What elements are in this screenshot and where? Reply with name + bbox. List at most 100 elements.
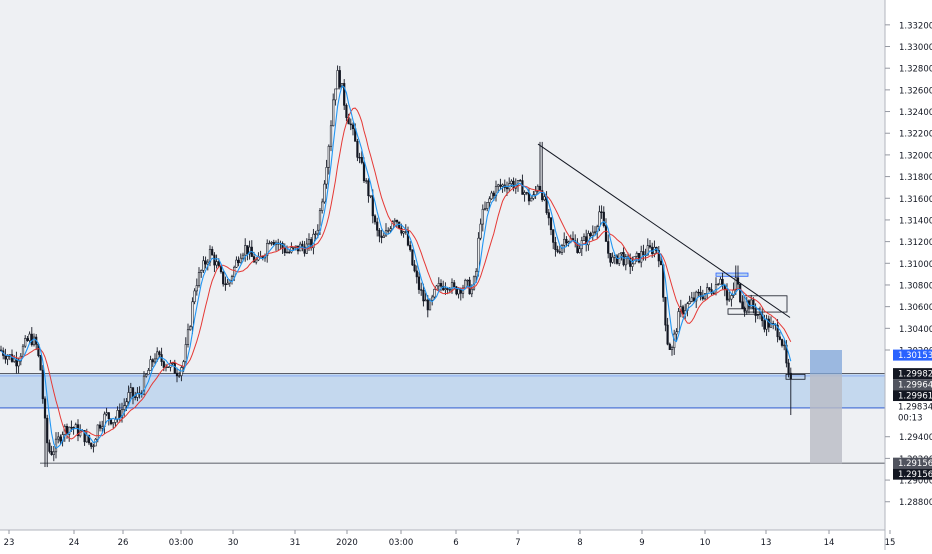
- y-tick-label: 1.30600: [899, 303, 932, 313]
- price-label-box: [893, 349, 932, 361]
- candle-body: [763, 320, 766, 330]
- candle-body: [180, 367, 183, 376]
- candle-body: [70, 426, 73, 429]
- candle-body: [787, 362, 790, 374]
- candle-body: [85, 434, 88, 443]
- candle-body: [424, 299, 427, 302]
- candle-body: [398, 221, 401, 229]
- candle-body: [631, 263, 634, 267]
- x-tick-label: 26: [118, 538, 129, 548]
- x-tick-label: 7: [515, 538, 520, 548]
- plot-area[interactable]: [0, 0, 885, 530]
- candle-body: [437, 283, 440, 287]
- candle-body: [530, 198, 533, 202]
- candle-body: [567, 241, 570, 244]
- candle-body: [327, 145, 330, 168]
- candle-body: [703, 293, 707, 300]
- candle-body: [417, 276, 421, 290]
- candle-body: [334, 88, 337, 101]
- candle-body: [338, 70, 341, 88]
- y-tick-label: 1.33200: [899, 21, 932, 31]
- y-tick-label: 1.32400: [899, 108, 932, 118]
- candle-body: [664, 297, 667, 326]
- candle-body: [98, 424, 102, 429]
- x-tick-label: 23: [4, 538, 15, 548]
- candle-body: [235, 259, 238, 268]
- candle-body: [717, 283, 720, 286]
- candle-body: [699, 291, 702, 297]
- candle-body: [646, 245, 649, 256]
- candle-body: [692, 297, 696, 302]
- candle-body: [541, 190, 544, 201]
- candle-body: [96, 424, 99, 440]
- candle-body: [101, 426, 104, 429]
- candle-body: [789, 372, 792, 380]
- candle-body: [195, 285, 198, 292]
- candle-body: [325, 167, 328, 185]
- moving-average-fast: [0, 85, 792, 449]
- x-tick-label: 14: [824, 538, 835, 548]
- price-label: 1.29156: [898, 459, 932, 469]
- candle-body: [90, 442, 93, 447]
- candle-body: [13, 358, 16, 362]
- price-label: 00:13: [898, 414, 923, 424]
- y-tick-label: 1.32200: [899, 130, 932, 140]
- candle-body: [635, 252, 638, 257]
- candle-body: [475, 270, 478, 278]
- candle-body: [215, 261, 218, 266]
- candle-body: [266, 243, 269, 256]
- position-target-zone: [810, 350, 842, 375]
- candle-body: [230, 276, 234, 281]
- candle-body: [219, 265, 223, 273]
- candle-body: [637, 252, 641, 263]
- candle-body: [428, 300, 432, 311]
- candle-body: [516, 180, 520, 186]
- candle-body: [312, 233, 315, 249]
- candle-body: [582, 236, 586, 241]
- candle-body: [565, 238, 568, 244]
- candle-body: [505, 187, 509, 190]
- candle-body: [479, 223, 482, 239]
- candle-body: [547, 212, 550, 219]
- candle-body: [470, 288, 473, 295]
- candle-body: [217, 261, 220, 267]
- candle-body: [578, 248, 581, 253]
- candle-body: [629, 257, 632, 267]
- candle-body: [39, 355, 42, 371]
- candle-body: [246, 245, 249, 255]
- candle-body: [466, 279, 469, 282]
- candle-body: [307, 239, 311, 245]
- candle-body: [389, 228, 392, 231]
- candle-body: [549, 217, 553, 231]
- candle-body: [477, 237, 480, 272]
- candle-body: [481, 208, 484, 225]
- candle-body: [666, 324, 669, 345]
- candle-body: [600, 211, 603, 213]
- candle-body: [371, 195, 374, 217]
- candle-body: [591, 231, 594, 236]
- candle-body: [402, 231, 405, 234]
- candle-body: [193, 290, 196, 303]
- candle-body: [87, 434, 91, 444]
- time-axis[interactable]: 23 24 26 03:00 30 31 2020 03:00 6 7 8 9 10 13 14 15: [4, 530, 896, 548]
- candle-body: [153, 358, 157, 363]
- candle-body: [497, 184, 500, 187]
- price-label: 1.29834: [898, 403, 932, 413]
- candle-body: [329, 125, 333, 147]
- candle-body: [288, 251, 291, 254]
- candle-body: [739, 283, 742, 303]
- drawn-rectangle: [715, 272, 749, 277]
- candle-body: [270, 241, 273, 244]
- candle-body: [743, 307, 746, 312]
- candle-body: [244, 245, 247, 256]
- candle-body: [321, 201, 324, 211]
- price-label-box: [893, 368, 932, 380]
- x-tick-label: 30: [228, 538, 239, 548]
- y-tick-label: 1.31200: [899, 238, 932, 248]
- y-tick-label: 1.29400: [899, 433, 932, 443]
- y-tick-label: 1.31000: [899, 260, 932, 270]
- candle-body: [552, 229, 555, 243]
- candle-body: [642, 251, 645, 256]
- price-label-box: [893, 390, 932, 402]
